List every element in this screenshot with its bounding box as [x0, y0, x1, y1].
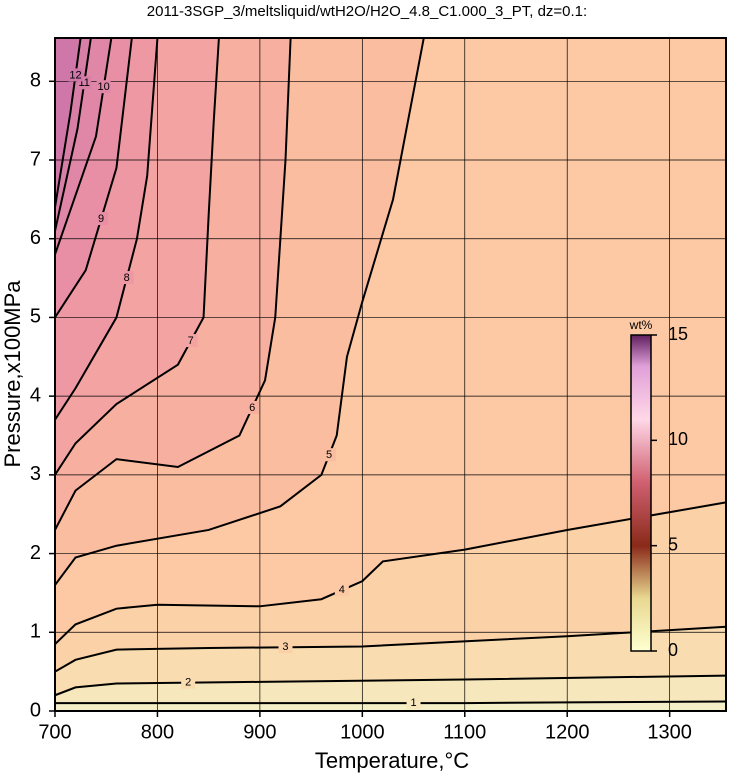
y-tick-label: 3 — [30, 463, 41, 485]
contour-label: 5 — [326, 449, 332, 461]
y-tick-label: 1 — [30, 621, 41, 643]
contour-label-box — [322, 448, 337, 462]
contour-label: 12 — [69, 69, 81, 81]
contour-line — [55, 38, 113, 255]
contour-label: 9 — [98, 213, 104, 225]
contour-label-box — [96, 80, 111, 94]
chart-title: 2011-3SGP_3/meltsliquid/wtH2O/H2O_4.8_C1… — [147, 3, 587, 20]
contour-label-box — [406, 696, 421, 710]
contour-label: 7 — [188, 335, 194, 347]
colorbar-tick-label: 15 — [668, 324, 688, 344]
contour-label-box — [183, 334, 198, 348]
x-tick-label: 1100 — [443, 721, 486, 743]
contour-label-box — [68, 68, 83, 82]
x-tick-label: 900 — [243, 721, 276, 743]
contour-label: 8 — [124, 272, 130, 284]
contour-label: 2 — [185, 677, 191, 689]
y-tick-label: 4 — [30, 384, 41, 406]
contour-label: 6 — [249, 402, 255, 414]
contour-label-box — [278, 640, 293, 654]
contour-label: 1 — [410, 697, 416, 709]
x-tick-label: 1300 — [647, 721, 692, 743]
x-tick-label: 800 — [141, 721, 174, 743]
colorbar-tick-label: 5 — [668, 534, 678, 554]
y-axis-label: Pressure,x100MPa — [0, 280, 25, 468]
axes: 700 800 900 1000 1100 1200 1300012345678wt%051… — [30, 37, 727, 743]
x-tick-label: 700 — [38, 721, 71, 743]
x-tick-label: 1200 — [545, 721, 590, 743]
contour-label: 3 — [282, 641, 288, 653]
contour-label-box — [181, 675, 196, 689]
colorbar-tick-label: 10 — [668, 429, 688, 449]
contour-label-box — [94, 212, 109, 226]
y-tick-label: 8 — [30, 70, 41, 92]
x-tick-label: 1000 — [340, 721, 385, 743]
contour-line — [55, 625, 726, 673]
contour-line — [55, 38, 82, 208]
x-axis-label: Temperature,°C — [315, 748, 469, 773]
contour-label: 10 — [98, 81, 110, 93]
contour-label-box — [245, 400, 260, 414]
y-tick-label: 0 — [30, 699, 41, 721]
y-tick-label: 7 — [30, 148, 41, 170]
contour-line — [55, 38, 92, 232]
colorbar-tick-label: 0 — [668, 640, 678, 660]
contour-label-box — [334, 583, 349, 597]
contour-line — [55, 501, 726, 645]
y-tick-label: 6 — [30, 227, 41, 249]
y-tick-label: 2 — [30, 542, 41, 564]
colorbar-label: wt% — [629, 318, 653, 332]
plot-frame — [54, 37, 727, 712]
contour-line — [55, 700, 726, 705]
contour-label: 4 — [339, 584, 345, 596]
colorbar — [630, 334, 652, 652]
y-tick-label: 5 — [30, 306, 41, 328]
contour-label: 11 — [78, 77, 89, 89]
contour-line — [55, 38, 425, 586]
contour-label-box — [119, 271, 134, 285]
